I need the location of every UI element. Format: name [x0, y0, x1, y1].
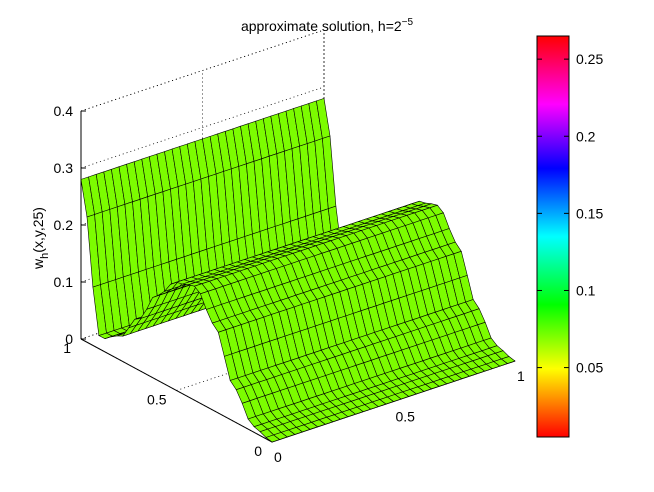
colorbar: 0.05 0.1 0.15 0.2 0.25 [536, 35, 603, 438]
y-axis-line [80, 338, 273, 443]
surface-plot [80, 98, 516, 443]
colorbar-gradient [536, 35, 570, 438]
x-tick-label: 0 [274, 449, 282, 465]
z-tick-label: 0.2 [54, 217, 74, 233]
colorbar-tick-label: 0.05 [576, 360, 603, 376]
x-tick-label: 1 [517, 368, 525, 384]
colorbar-tick-label: 0.15 [576, 205, 603, 221]
z-tick-label: 0.1 [54, 274, 74, 290]
box-edge [80, 29, 325, 112]
z-tick-label: 0.3 [54, 160, 74, 176]
y-tick-label: 0.5 [147, 392, 167, 408]
z-tick-label: 0 [65, 331, 73, 347]
y-tick-label: 0 [254, 443, 262, 459]
z-tick-label: 0.4 [54, 103, 74, 119]
colorbar-tick-label: 0.1 [576, 282, 596, 298]
chart-title: approximate solution, h=2−5 [241, 17, 414, 34]
colorbar-tick-label: 0.25 [576, 51, 603, 67]
gridline-z [80, 86, 325, 169]
y-tick-label: 1 [63, 340, 71, 356]
x-tick-label: 0.5 [396, 409, 416, 425]
colorbar-tick-label: 0.2 [576, 128, 596, 144]
surface-facet [500, 356, 516, 364]
z-axis-label: wh(x,y,25) [30, 207, 51, 270]
